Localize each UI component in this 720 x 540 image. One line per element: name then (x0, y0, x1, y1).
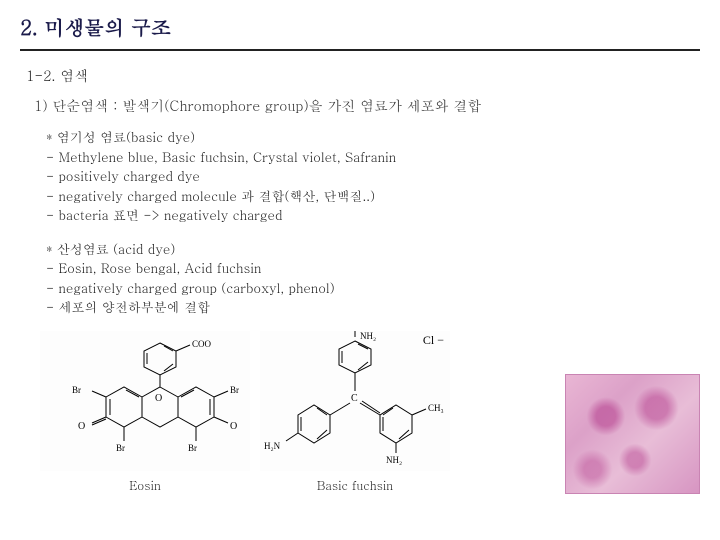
svg-text:Br: Br (230, 385, 239, 395)
acid-head: * 산성염료 (acid dye) (46, 239, 700, 259)
cl-label: Cl − (423, 333, 444, 348)
micrograph-figure (565, 374, 700, 494)
micrograph-image (565, 374, 700, 494)
eosin-structure: COO O (40, 331, 250, 471)
svg-text:Br: Br (188, 443, 197, 453)
subheading: 1-2. 염색 (20, 65, 700, 85)
fuchsin-caption: Basic fuchsin (260, 477, 450, 494)
svg-text:Br: Br (72, 385, 81, 395)
acid-l3: - 세포의 양전하부분에 결합 (46, 297, 700, 317)
basic-dye-block: * 염기성 염료(basic dye) - Methylene blue, Ba… (20, 127, 700, 225)
svg-text:Br: Br (116, 443, 125, 453)
svg-text:NH₂: NH₂ (360, 331, 376, 341)
figures-row: COO O (20, 331, 700, 494)
svg-text:NH₂: NH₂ (386, 455, 402, 465)
page-title: 2. 미생물의 구조 (20, 12, 700, 49)
acid-l1: - Eosin, Rose bengal, Acid fuchsin (46, 258, 700, 278)
svg-text:CH₃: CH₃ (428, 403, 444, 413)
svg-text:H₂N: H₂N (264, 441, 281, 451)
basic-head: * 염기성 염료(basic dye) (46, 127, 700, 147)
svg-text:C: C (351, 393, 358, 404)
basic-l3: - negatively charged molecule 과 결합(핵산, 단… (46, 186, 700, 206)
basic-l2: - positively charged dye (46, 166, 700, 186)
eosin-caption: Eosin (40, 477, 250, 494)
basic-l1: - Methylene blue, Basic fuchsin, Crystal… (46, 147, 700, 167)
acid-dye-block: * 산성염료 (acid dye) - Eosin, Rose bengal, … (20, 239, 700, 317)
item-1: 1) 단순염색 : 발색기(Chromophore group)을 가진 염료가… (20, 95, 700, 115)
acid-l2: - negatively charged group (carboxyl, ph… (46, 278, 700, 298)
svg-text:O: O (78, 421, 85, 432)
fuchsin-structure: Cl − NH₂ C (260, 331, 450, 471)
svg-text:O: O (155, 393, 162, 404)
divider (20, 49, 700, 51)
fuchsin-figure: Cl − NH₂ C (260, 331, 450, 494)
svg-text:O: O (230, 421, 237, 432)
svg-text:COO: COO (192, 339, 212, 349)
basic-l4: - bacteria 표면 -> negatively charged (46, 205, 700, 225)
eosin-figure: COO O (40, 331, 250, 494)
